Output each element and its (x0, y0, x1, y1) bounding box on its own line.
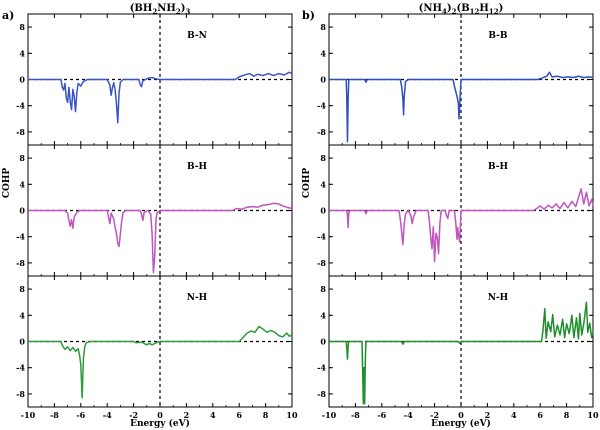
x-tick-label: 10 (587, 410, 599, 420)
panel-b-row-n-h: -8 -4 0 4 8 N-H (317, 275, 594, 408)
x-tick-label: -2 (129, 410, 138, 420)
panel-b-title: (NH4)2(B12H12) (419, 3, 504, 16)
y-tick-label: -8 (317, 258, 326, 268)
panel-b-row-b-h: -8 -4 0 4 8 B-H (317, 144, 594, 277)
y-tick-label: -4 (16, 363, 25, 373)
y-tick-label: -8 (16, 389, 25, 399)
row-label: N-H (488, 293, 509, 303)
y-tick-label: 8 (320, 284, 326, 294)
series-n-h (28, 325, 293, 399)
x-tick-label: 6 (236, 410, 242, 420)
y-tick-label: 4 (19, 48, 25, 58)
y-tick-label: -4 (317, 101, 326, 111)
y-tick-label: -8 (16, 258, 25, 268)
x-tick-label: -10 (322, 410, 337, 420)
y-tick-label: 0 (320, 206, 326, 216)
row-label: B-H (488, 162, 509, 172)
panel-a-letter: a) (2, 9, 14, 22)
y-tick-label: 4 (19, 310, 25, 320)
x-tick-label: 10 (286, 410, 298, 420)
y-tick-label: 0 (320, 337, 326, 347)
panel-a-row-b-n: -8 -4 0 4 8 B-N (16, 13, 293, 146)
panel-b-letter: b) (302, 9, 315, 22)
y-tick-label: -4 (317, 232, 326, 242)
panel-b-xlabel: Energy (eV) (431, 418, 491, 429)
x-tick-label: 4 (210, 410, 216, 420)
series-b-h (28, 202, 293, 274)
x-tick-label: -10 (21, 410, 36, 420)
row-label: B-N (187, 31, 207, 41)
y-tick-label: -4 (16, 101, 25, 111)
x-tick-label: 6 (537, 410, 543, 420)
panel-a-title: (BH2NH2)3 (130, 3, 191, 16)
row-label: B-B (488, 31, 508, 41)
x-tick-label: 8 (564, 410, 570, 420)
y-tick-label: 0 (19, 75, 25, 85)
x-tick-label: 2 (485, 410, 491, 420)
y-tick-label: 4 (320, 179, 326, 189)
x-tick-label: -6 (377, 410, 386, 420)
y-tick-label: 8 (19, 284, 25, 294)
x-tick-label: 0 (458, 410, 464, 420)
y-tick-label: 8 (19, 153, 25, 163)
panel-b-ylabel: COHP (302, 168, 312, 199)
x-tick-label: 2 (184, 410, 190, 420)
panel-b-row-b-b: -8 -4 0 4 8 B-B (317, 13, 594, 146)
x-tick-label: -6 (76, 410, 85, 420)
series-b-b (329, 71, 594, 143)
y-tick-label: 8 (320, 22, 326, 32)
x-tick-label: 0 (157, 410, 163, 420)
x-tick-label: -2 (430, 410, 439, 420)
y-tick-label: -4 (317, 363, 326, 373)
y-tick-label: 8 (19, 22, 25, 32)
y-tick-label: -8 (317, 127, 326, 137)
y-tick-label: 0 (19, 206, 25, 216)
y-tick-label: 0 (320, 75, 326, 85)
series-n-h (329, 301, 594, 405)
x-tick-label: -8 (351, 410, 360, 420)
y-tick-label: 4 (320, 310, 326, 320)
x-tick-label: -4 (103, 410, 112, 420)
series-b-h (329, 188, 594, 263)
series-b-n (28, 71, 293, 124)
y-tick-label: 8 (320, 153, 326, 163)
panel-a-row-n-h: -8 -4 0 4 8 N-H (16, 275, 293, 408)
row-label: N-H (187, 293, 208, 303)
panel-a-row-b-h: -8 -4 0 4 8 B-H (16, 144, 293, 277)
x-tick-label: -4 (404, 410, 413, 420)
y-tick-label: 0 (19, 337, 25, 347)
row-label: B-H (187, 162, 208, 172)
panel-a-ylabel: COHP (2, 168, 12, 199)
y-tick-label: -8 (16, 127, 25, 137)
y-tick-label: 4 (19, 179, 25, 189)
y-tick-label: 4 (320, 48, 326, 58)
y-tick-label: -8 (317, 389, 326, 399)
x-tick-label: 8 (263, 410, 269, 420)
x-tick-label: -8 (50, 410, 59, 420)
x-tick-label: 4 (511, 410, 517, 420)
panel-a-xlabel: Energy (eV) (130, 418, 190, 429)
y-tick-label: -4 (16, 232, 25, 242)
